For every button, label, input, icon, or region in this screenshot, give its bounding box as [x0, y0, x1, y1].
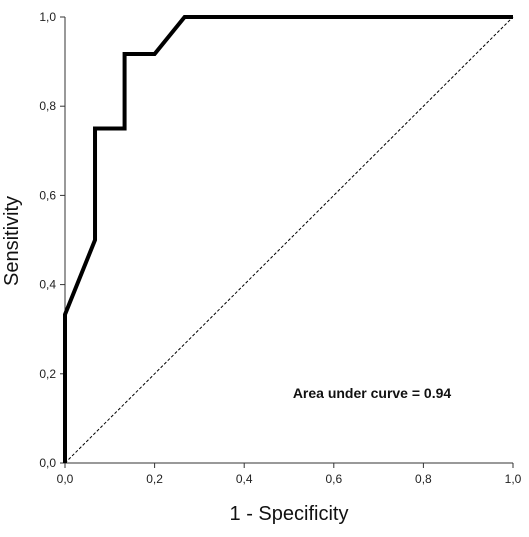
- series: [63, 15, 514, 464]
- x-tick-label: 0,8: [415, 472, 432, 486]
- x-tick-label: 0,0: [57, 472, 74, 486]
- y-tick-label: 1,0: [39, 10, 56, 24]
- y-tick-label: 0,4: [39, 278, 56, 292]
- x-tick-label: 1,0: [505, 472, 522, 486]
- roc-curve-line: [63, 15, 513, 463]
- y-tick-label: 0,2: [39, 367, 56, 381]
- x-tick-label: 0,6: [325, 472, 342, 486]
- auc-annotation: Area under curve = 0.94: [293, 385, 452, 401]
- x-axis-title: 1 - Specificity: [230, 503, 349, 525]
- x-tick-label: 0,2: [146, 472, 163, 486]
- x-tick-label: 0,4: [236, 472, 253, 486]
- y-tick-label: 0,8: [39, 99, 56, 113]
- reference-diagonal-line: [64, 16, 514, 464]
- y-axis-title: Sensitivity: [1, 196, 23, 286]
- ticks: 0,0 0,2 0,4 0,6 0,8 1,0 0,0 0,2 0,4 0,6 0,8 1,0: [39, 10, 521, 486]
- y-tick-label: 0,0: [39, 456, 56, 470]
- y-tick-label: 0,6: [39, 188, 56, 202]
